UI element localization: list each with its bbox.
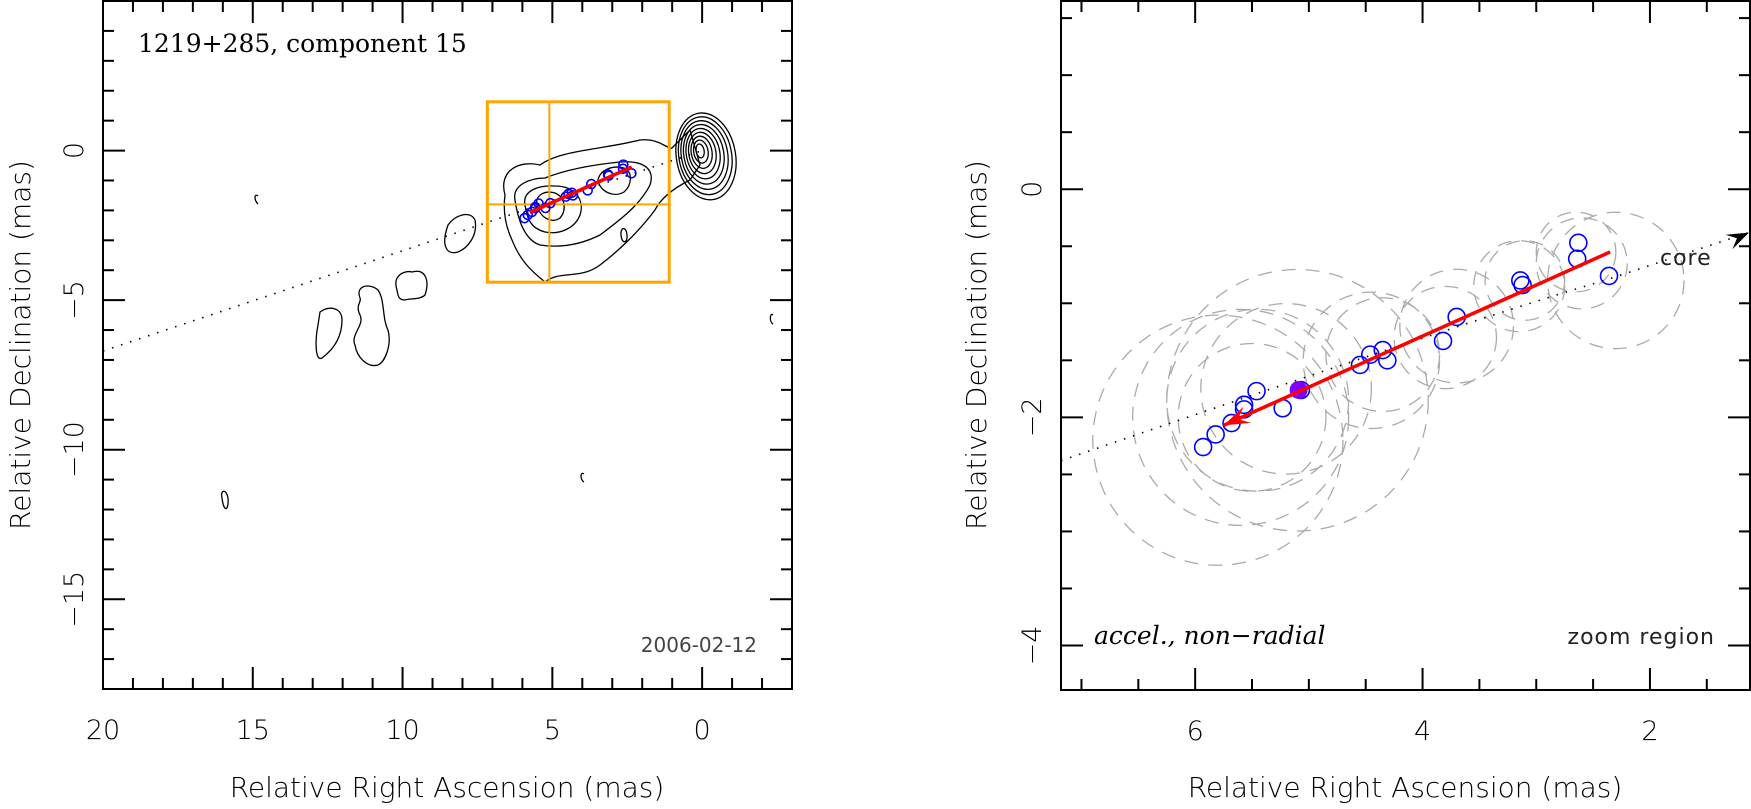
error-circle xyxy=(1535,217,1628,310)
x-tick-label: 10 xyxy=(385,715,419,746)
zoom-region-label: zoom region xyxy=(1568,625,1715,650)
motion-type-label: accel., non−radial xyxy=(1094,621,1326,650)
jet-contour xyxy=(315,307,343,359)
plot-title: 1219+285, component 15 xyxy=(138,29,467,58)
error-circle xyxy=(1166,268,1429,532)
component-marker xyxy=(1247,381,1266,401)
jet-contour xyxy=(524,185,582,234)
x-tick-label: 20 xyxy=(86,715,120,746)
component-marker xyxy=(1599,266,1619,286)
error-circle xyxy=(1473,240,1566,333)
y-tick-label: 0 xyxy=(1017,181,1048,198)
noise-contour xyxy=(254,194,259,205)
component-marker xyxy=(1193,437,1213,457)
component-marker xyxy=(1433,331,1453,351)
error-circle xyxy=(1546,211,1685,350)
component-marker xyxy=(519,212,530,224)
core-contour xyxy=(677,116,733,196)
error-circles xyxy=(1092,211,1685,566)
y-tick-label: −5 xyxy=(59,280,90,320)
component-marker xyxy=(1513,275,1532,295)
noise-contour xyxy=(580,472,585,483)
tick-labels: 6 4 2 0 −2 −4 xyxy=(1017,181,1659,747)
core-contour xyxy=(675,112,737,201)
y-tick-label: −15 xyxy=(59,571,90,628)
error-circle xyxy=(1092,314,1344,566)
jet-contour xyxy=(395,270,428,301)
jet-contour xyxy=(220,490,229,510)
error-circle xyxy=(1399,268,1515,384)
error-circle xyxy=(1131,308,1350,527)
jet-contour xyxy=(597,166,632,195)
component-marker xyxy=(1350,355,1370,375)
core-contour xyxy=(680,120,729,190)
x-tick-label: 4 xyxy=(1414,716,1431,747)
y-tick-label: −10 xyxy=(59,421,90,478)
fit-vector-arrowhead-icon xyxy=(1223,406,1251,426)
x-tick-label: 6 xyxy=(1187,716,1204,747)
path-to-core-line xyxy=(102,149,703,352)
component-marker xyxy=(1206,425,1225,444)
zoom-region-box xyxy=(485,100,671,284)
x-tick-label: 0 xyxy=(694,715,711,746)
component-marker xyxy=(1569,233,1588,253)
jet-contour xyxy=(444,213,477,254)
y-tick-label: 0 xyxy=(59,142,90,159)
y-axis-label: Relative Declination (mas) xyxy=(960,160,993,530)
error-circle xyxy=(1484,240,1566,321)
component-markers xyxy=(1193,233,1619,457)
y-tick-label: −4 xyxy=(1017,626,1048,666)
error-circle xyxy=(1535,211,1617,293)
core-contour xyxy=(682,123,725,185)
x-tick-label: 15 xyxy=(236,715,270,746)
core-label: core xyxy=(1660,246,1712,271)
x-axis-label: Relative Right Ascension (mas) xyxy=(1188,771,1623,804)
core-contour xyxy=(692,139,709,164)
fit-vector xyxy=(1222,250,1611,427)
error-circle xyxy=(1325,297,1441,413)
axis-ticks xyxy=(102,0,793,690)
fit-line xyxy=(529,165,633,215)
plot-frame xyxy=(1060,0,1751,691)
path-to-core-line xyxy=(1060,231,1750,462)
jet-contour xyxy=(353,285,390,367)
y-tick-label: −2 xyxy=(1017,397,1048,437)
noise-contour xyxy=(769,313,774,325)
tick-labels: 20 15 10 5 0 0 −5 −10 −15 xyxy=(59,142,711,746)
jet-contour xyxy=(620,227,628,243)
plot-frame xyxy=(102,0,793,690)
error-circle xyxy=(1200,302,1373,475)
error-circle xyxy=(1177,342,1327,492)
axis-ticks xyxy=(1061,1,1750,690)
epoch-label: 2006-02-12 xyxy=(641,633,757,657)
y-axis-label: Relative Declination (mas) xyxy=(4,160,37,530)
component-marker xyxy=(1234,395,1254,415)
x-axis-label: Relative Right Ascension (mas) xyxy=(230,771,665,804)
core-arrow-icon xyxy=(1725,232,1749,250)
core-contour xyxy=(690,135,713,169)
error-circle xyxy=(1393,285,1498,390)
x-tick-label: 5 xyxy=(544,715,561,746)
contour-map xyxy=(220,112,774,510)
zoom-region-rect xyxy=(485,100,671,284)
jet-contour xyxy=(514,161,652,247)
left-panel: 20 15 10 5 0 0 −5 −10 −15 1219+285, component 15… xyxy=(4,0,793,804)
right-panel: 6 4 2 0 −2 −4 core accel., non−radial zoom re… xyxy=(960,0,1751,804)
core-contour xyxy=(685,127,721,180)
x-tick-label: 2 xyxy=(1641,716,1658,747)
